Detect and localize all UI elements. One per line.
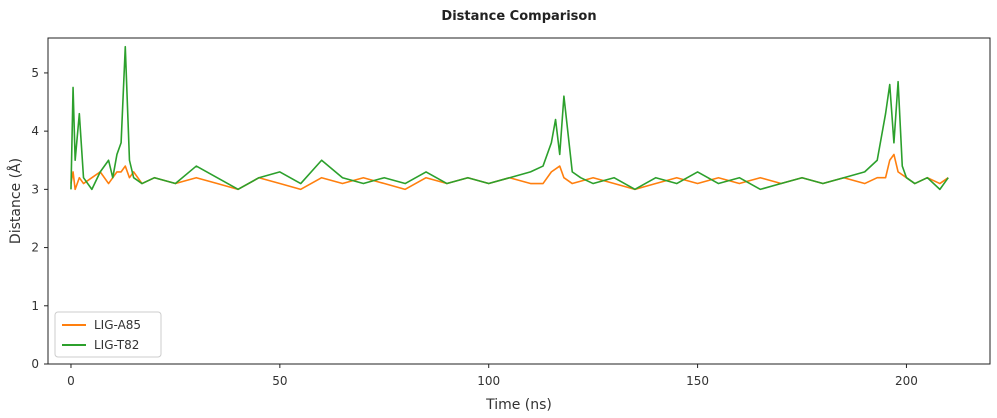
x-tick-label: 0 (67, 374, 75, 388)
legend: LIG-A85 LIG-T82 (54, 311, 162, 358)
legend-label-lig-a85: LIG-A85 (94, 318, 141, 332)
chart-title: Distance Comparison (441, 9, 596, 24)
y-axis-label: Distance (Å) (7, 158, 24, 244)
legend-label-lig-t82: LIG-T82 (94, 338, 139, 352)
y-tick-label: 5 (31, 66, 39, 80)
plot-area (47, 37, 991, 365)
x-axis-ticks: 0 50 100 150 200 (67, 364, 918, 388)
series-layer (70, 45, 949, 191)
x-tick-label: 100 (477, 374, 500, 388)
x-tick-label: 50 (272, 374, 287, 388)
series-line-lig-t82 (70, 45, 949, 191)
y-axis-ticks: 0 1 2 3 4 5 (31, 66, 48, 371)
x-axis-label: Time (ns) (485, 397, 552, 413)
y-tick-label: 1 (31, 299, 39, 313)
y-tick-label: 3 (31, 182, 39, 196)
plot-frame (47, 37, 991, 365)
y-tick-label: 4 (31, 124, 39, 138)
x-tick-label: 200 (895, 374, 918, 388)
y-tick-label: 0 (31, 357, 39, 371)
x-tick-label: 150 (686, 374, 709, 388)
y-tick-label: 2 (31, 241, 39, 255)
